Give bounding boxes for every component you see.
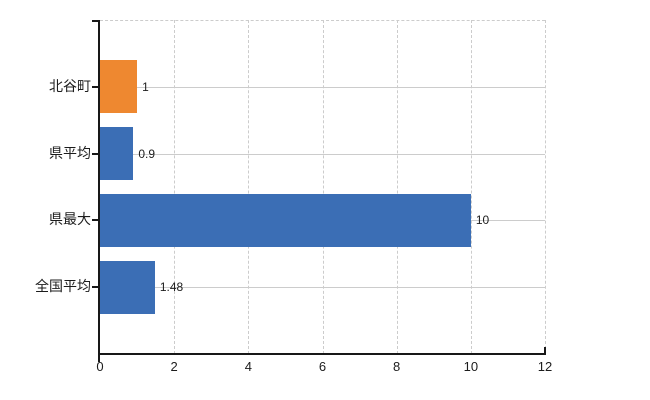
x-axis-line (98, 353, 546, 355)
x-tick-label: 8 (393, 359, 401, 374)
category-label: 全国平均 (35, 278, 91, 295)
h-gridline (100, 86, 545, 88)
bar (100, 127, 134, 181)
bar (100, 260, 155, 314)
x-tick-label: 4 (244, 359, 252, 374)
v-gridline (396, 20, 398, 354)
v-gridline (174, 20, 176, 354)
x-tick-label: 12 (537, 359, 553, 374)
y-axis-line (98, 20, 100, 362)
x-tick-label: 0 (96, 359, 104, 374)
v-gridline (470, 20, 472, 354)
h-gridline (100, 287, 545, 289)
x-tick-label: 10 (463, 359, 479, 374)
x-axis-end-tick (544, 347, 546, 353)
x-tick-label: 2 (170, 359, 178, 374)
h-gridline (100, 153, 545, 155)
y-axis-tick (92, 85, 98, 88)
bar-value-label: 10 (475, 213, 490, 228)
category-label: 北谷町 (49, 77, 91, 94)
y-axis-tick (92, 286, 98, 289)
x-tick-label: 6 (318, 359, 327, 374)
bar (100, 60, 138, 114)
category-label: 県最大 (49, 211, 91, 228)
y-axis-top-tick (92, 20, 98, 22)
category-label: 県平均 (49, 144, 91, 161)
bar-value-label: 1.48 (159, 280, 184, 295)
y-axis-tick (92, 152, 98, 155)
bar (100, 193, 471, 247)
y-axis-tick (92, 219, 98, 222)
v-gridline (322, 20, 324, 354)
bar-value-label: 0.9 (138, 146, 156, 161)
plot-right-border (545, 20, 546, 354)
v-gridline (248, 20, 250, 354)
bar-value-label: 1 (142, 79, 149, 94)
